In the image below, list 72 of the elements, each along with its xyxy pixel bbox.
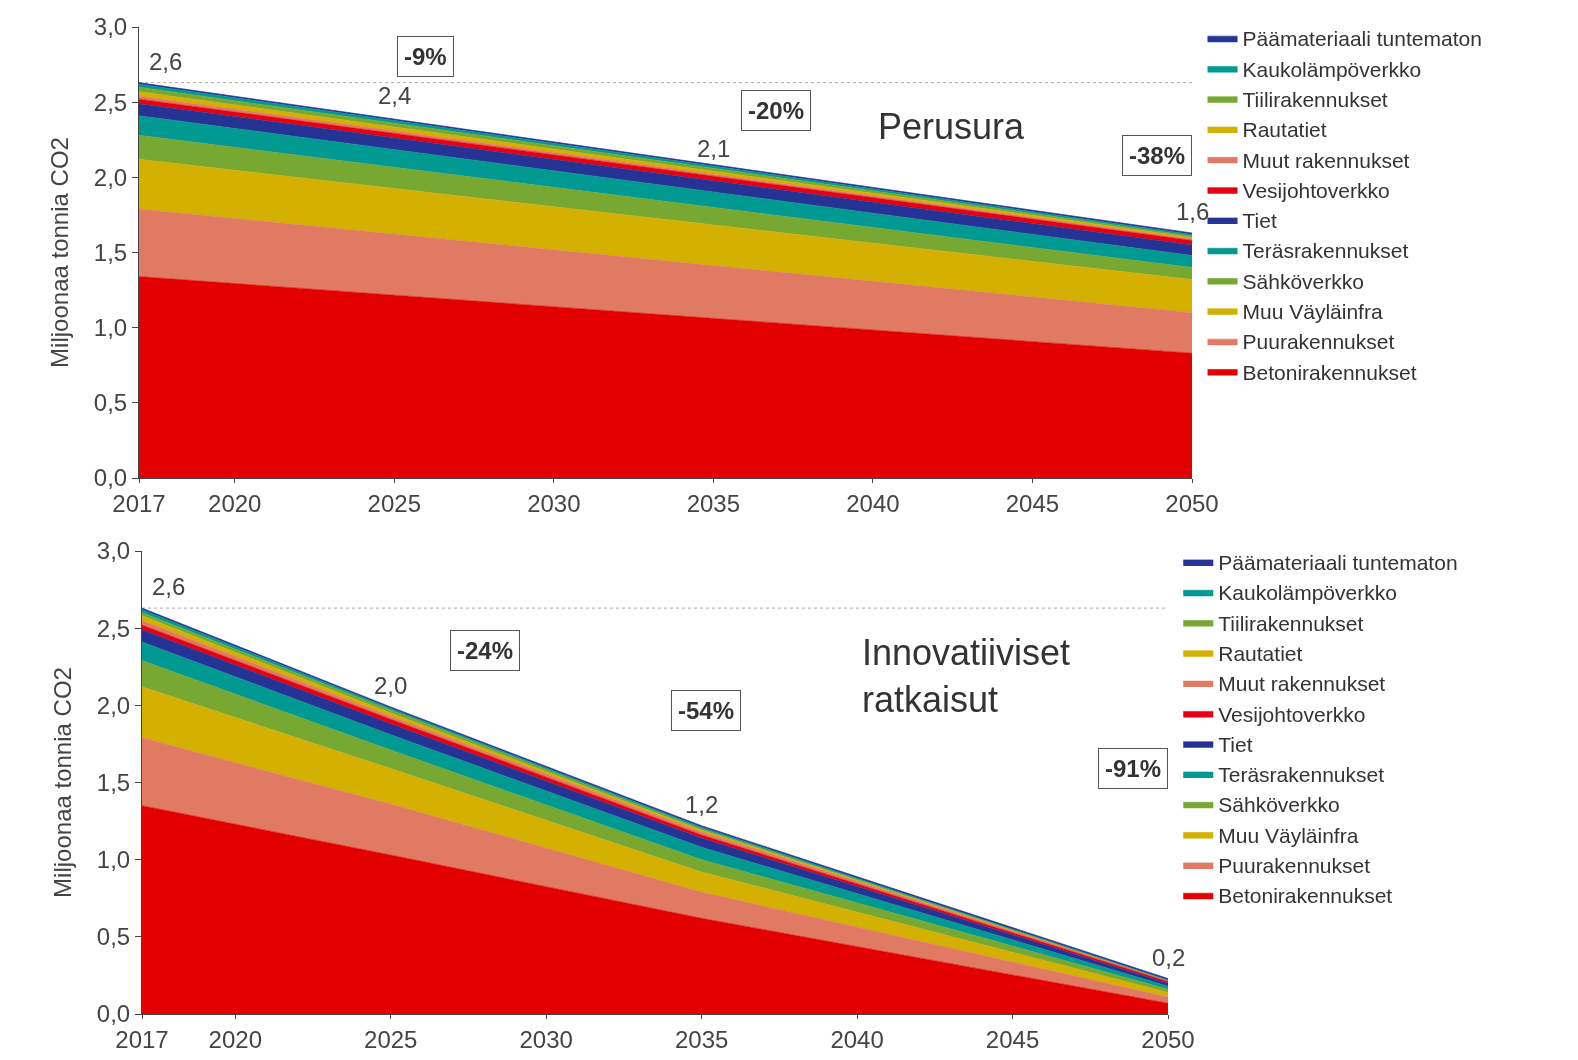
y-tick-label: 2,5 <box>93 88 128 116</box>
legend-label: Kaukolämpöverkko <box>1242 57 1422 81</box>
legend-label: Tiet <box>1218 732 1253 756</box>
y-tick-label: 0,5 <box>93 389 128 417</box>
y-tick-label: 1,5 <box>93 238 128 266</box>
annotation: 1,6 <box>1176 198 1210 225</box>
legend-label: Muu Väyläinfra <box>1242 300 1383 324</box>
x-tick-label: 2030 <box>519 1025 573 1053</box>
y-tick-label: 2,5 <box>96 614 131 642</box>
legend-label: Kaukolämpöverkko <box>1218 581 1397 605</box>
x-tick-label: 2020 <box>208 1025 262 1053</box>
legend-label: Rautatiet <box>1218 641 1303 665</box>
annotation: 2,6 <box>152 573 186 600</box>
x-tick-label: 2017 <box>115 1025 169 1053</box>
text: Innovatiiviset ratkaisut <box>862 632 1071 720</box>
x-tick-label: 2050 <box>1141 1025 1195 1053</box>
y-tick-label: 3,0 <box>96 537 131 565</box>
annotation: -54% <box>678 697 735 724</box>
y-axis-title: Miljoonaa tonnia CO2 <box>45 137 73 368</box>
legend-label: Muu Väyläinfra <box>1218 823 1359 847</box>
legend-label: Rautatiet <box>1242 118 1327 142</box>
y-tick-label: 2,0 <box>96 691 131 719</box>
legend-label: Betonirakennukset <box>1218 884 1393 908</box>
x-tick-label: 2025 <box>367 489 421 517</box>
legend-label: Teräsrakennukset <box>1218 763 1385 787</box>
legend-label: Sähköverkko <box>1242 269 1364 293</box>
legend-label: Päämateriaali tuntematon <box>1218 551 1458 575</box>
x-tick-label: 2020 <box>208 489 262 517</box>
legend-label: Tiilirakennukset <box>1242 87 1388 111</box>
legend-label: Muut rakennukset <box>1218 672 1386 696</box>
legend-label: Vesijohtoverkko <box>1242 178 1390 202</box>
legend-label: Päämateriaali tuntematon <box>1242 27 1482 51</box>
legend-label: Tiilirakennukset <box>1218 611 1364 635</box>
y-tick-label: 1,0 <box>93 314 128 342</box>
annotation: 2,6 <box>149 48 183 75</box>
x-tick-label: 2040 <box>846 489 900 517</box>
annotation: -20% <box>748 97 805 124</box>
y-tick-label: 0,5 <box>96 923 131 951</box>
x-tick-label: 2030 <box>527 489 581 517</box>
y-axis-title: Miljoonaa tonnia CO2 <box>48 667 76 898</box>
annotation: 0,2 <box>1152 944 1186 971</box>
legend-label: Puurakennukset <box>1218 854 1371 878</box>
annotation: 1,2 <box>685 791 719 818</box>
y-tick-label: 0,0 <box>93 464 128 492</box>
legend-label: Betonirakennukset <box>1242 360 1417 384</box>
x-tick-label: 2025 <box>364 1025 418 1053</box>
annotation: -38% <box>1129 142 1186 169</box>
annotation: 2,4 <box>378 82 412 109</box>
annotation: -91% <box>1105 755 1162 782</box>
x-tick-label: 2040 <box>830 1025 884 1053</box>
legend-label: Muut rakennukset <box>1242 148 1410 172</box>
y-tick-label: 3,0 <box>93 13 128 41</box>
y-tick-label: 1,5 <box>96 768 131 796</box>
annotation: -9% <box>404 43 447 70</box>
x-tick-label: 2050 <box>1165 489 1219 517</box>
x-tick-label: 2035 <box>686 489 741 517</box>
annotation: 2,1 <box>697 135 731 162</box>
x-tick-label: 2045 <box>1005 489 1060 517</box>
annotation: -24% <box>457 637 514 664</box>
legend-label: Vesijohtoverkko <box>1218 702 1366 726</box>
legend-label: Puurakennukset <box>1242 330 1395 354</box>
legend-label: Teräsrakennukset <box>1242 239 1409 263</box>
text: Perusura <box>878 106 1026 147</box>
x-tick-label: 2017 <box>112 489 166 517</box>
y-tick-label: 0,0 <box>96 1000 131 1028</box>
x-tick-label: 2045 <box>985 1025 1040 1053</box>
x-tick-label: 2035 <box>674 1025 729 1053</box>
legend-label: Tiet <box>1242 209 1277 233</box>
legend-label: Sähköverkko <box>1218 793 1340 817</box>
annotation: 2,0 <box>374 672 408 699</box>
y-tick-label: 2,0 <box>93 163 128 191</box>
y-tick-label: 1,0 <box>96 846 131 874</box>
